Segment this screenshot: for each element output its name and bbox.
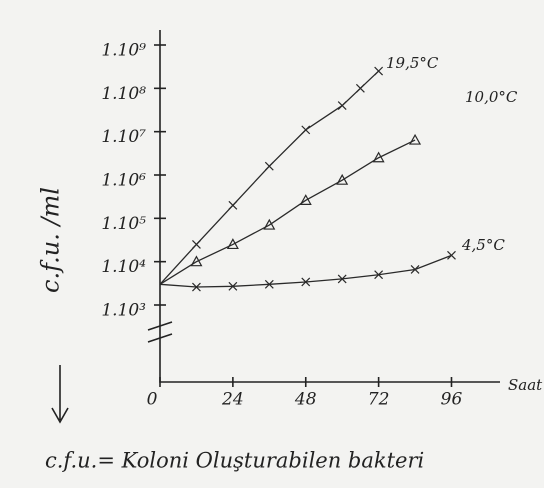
x-tick-label: 48 (294, 390, 317, 410)
y-tick-label: 1.10⁷ (101, 127, 146, 147)
x-tick-label: 24 (221, 390, 244, 410)
marker (374, 270, 384, 280)
marker (192, 239, 201, 249)
marker (374, 66, 384, 76)
marker (337, 274, 347, 284)
marker (409, 133, 422, 145)
marker (372, 151, 385, 163)
y-axis-label: c.f.u. /ml (37, 187, 65, 293)
x-axis-label: Saat (508, 376, 543, 394)
legend-label: 4,5°C (461, 236, 505, 254)
marker (264, 279, 274, 289)
marker (264, 161, 274, 171)
x-tick-label: 72 (368, 390, 390, 410)
marker (410, 265, 420, 274)
marker (190, 255, 203, 267)
y-tick-label: 1.10⁶ (101, 171, 146, 191)
y-tick-label: 1.10⁴ (101, 257, 146, 277)
marker (301, 125, 311, 135)
y-tick-label: 1.10³ (101, 301, 146, 321)
marker (336, 173, 349, 185)
legend-label: 10,0°C (465, 88, 518, 106)
marker (226, 238, 239, 250)
y-tick-label: 1.10⁹ (101, 41, 146, 61)
y-tick-label: 1.10⁸ (101, 84, 146, 104)
marker (301, 277, 311, 287)
legend-label: 19,5°C (386, 54, 439, 72)
x-tick-label: 96 (441, 390, 463, 410)
arrow (51, 365, 69, 424)
x-tick-label: 0 (147, 390, 158, 410)
marker (192, 282, 201, 292)
marker (337, 101, 347, 111)
marker (228, 200, 238, 210)
axis-break (147, 321, 173, 343)
marker (228, 281, 238, 291)
marker (263, 218, 276, 230)
y-tick-label: 1.10⁵ (101, 214, 146, 234)
marker (355, 83, 365, 93)
footnote: c.f.u.= Koloni Oluşturabilen bakteri (45, 449, 424, 473)
marker (447, 250, 456, 260)
line (159, 139, 416, 285)
marker (299, 194, 312, 205)
